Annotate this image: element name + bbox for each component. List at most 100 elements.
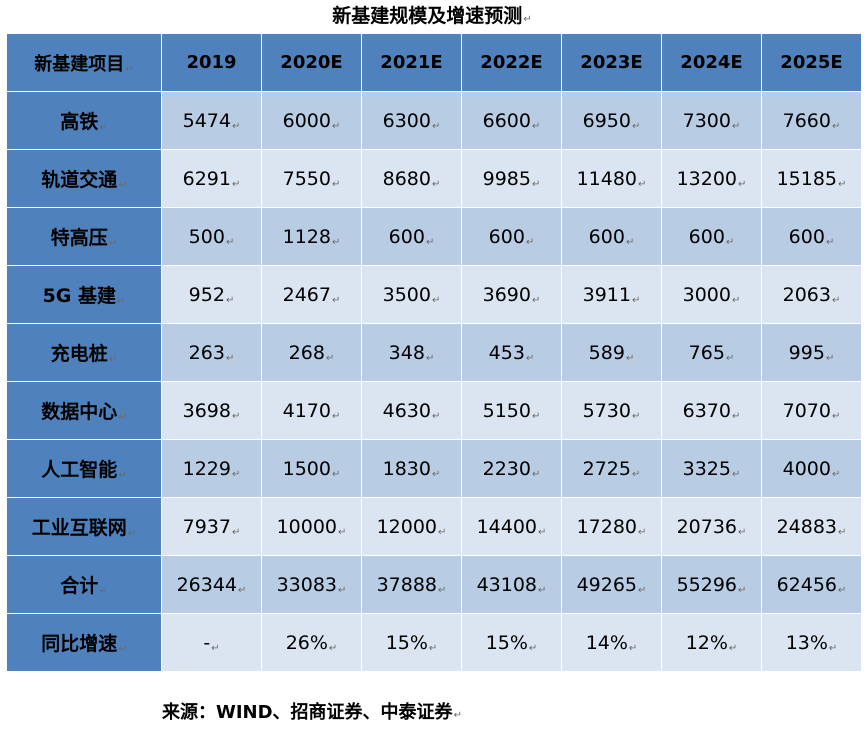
paragraph-mark-icon: ↵ — [831, 410, 841, 422]
value-text: 33083 — [276, 573, 338, 596]
value-cell: 10000↵ — [261, 497, 362, 556]
value-text: 8680 — [382, 167, 431, 190]
value-cell: 6300↵ — [361, 91, 462, 150]
paragraph-mark-icon: ↵ — [838, 178, 847, 190]
value-text: 1830 — [382, 457, 431, 480]
value-text: 765 — [688, 341, 725, 364]
header-cell-2022e: 2022E — [461, 33, 562, 92]
value-cell: 7937↵ — [161, 497, 262, 556]
value-text: 952 — [188, 283, 225, 306]
value-text: 1229 — [182, 457, 231, 480]
row-label-cell: 工业互联网↵ — [6, 497, 162, 556]
paragraph-mark-icon: ↵ — [731, 410, 741, 422]
paragraph-mark-icon: ↵ — [638, 526, 647, 538]
value-cell: 268↵ — [261, 323, 362, 382]
paragraph-mark-icon: ↵ — [338, 526, 347, 538]
value-cell: 600↵ — [661, 207, 762, 266]
paragraph-mark-icon: ↵ — [99, 122, 108, 133]
value-text: 12% — [685, 631, 728, 654]
value-cell: 4170↵ — [261, 381, 362, 440]
paragraph-mark-icon: ↵ — [431, 468, 441, 480]
paragraph-mark-icon: ↵ — [118, 470, 127, 481]
value-text: 7660 — [782, 109, 831, 132]
value-text: 15185 — [776, 167, 838, 190]
value-cell: 453↵ — [461, 323, 562, 382]
value-text: 600 — [488, 225, 525, 248]
value-cell: 15%↵ — [461, 613, 562, 672]
value-cell: 600↵ — [761, 207, 862, 266]
value-cell: 17280↵ — [561, 497, 662, 556]
value-text: 5474 — [182, 109, 231, 132]
row-label-cell: 同比增速↵ — [6, 613, 162, 672]
value-cell: 37888↵ — [361, 555, 462, 614]
paragraph-mark-icon: ↵ — [118, 644, 127, 655]
value-text: 5730 — [582, 399, 631, 422]
header-cell-2024e: 2024E — [661, 33, 762, 92]
value-cell: 14400↵ — [461, 497, 562, 556]
value-cell: 1500↵ — [261, 439, 362, 498]
paragraph-mark-icon: ↵ — [631, 294, 641, 306]
source-note: 来源：WIND、招商证券、中泰证券↵ — [162, 700, 462, 726]
paragraph-mark-icon: ↵ — [231, 178, 241, 190]
header-cell-text: 2024E — [680, 52, 743, 73]
table-row: 特高压↵ 500↵ 1128↵ 600↵ 600↵ 600↵ 600↵ 600↵ — [6, 207, 862, 266]
value-text: 995 — [788, 341, 825, 364]
table-row: 高铁↵ 5474↵ 6000↵ 6300↵ 6600↵ 6950↵ 7300↵ 7660↵ — [6, 91, 862, 150]
paragraph-mark-icon: ↵ — [538, 584, 547, 596]
value-text: 24883 — [776, 515, 838, 538]
value-cell: 15185↵ — [761, 149, 862, 208]
value-cell: 2467↵ — [261, 265, 362, 324]
value-text: 7937 — [182, 515, 231, 538]
value-text: 3690 — [482, 283, 531, 306]
value-cell: 13%↵ — [761, 613, 862, 672]
header-cell-2020e: 2020E — [261, 33, 362, 92]
paragraph-mark-icon: ↵ — [331, 468, 341, 480]
value-text: 43108 — [476, 573, 538, 596]
value-text: 14400 — [476, 515, 538, 538]
value-cell: 14%↵ — [561, 613, 662, 672]
row-label-text: 轨道交通 — [41, 169, 118, 191]
value-text: 13% — [785, 631, 828, 654]
value-cell: 4630↵ — [361, 381, 462, 440]
paragraph-mark-icon: ↵ — [99, 586, 108, 597]
value-text: 4000 — [782, 457, 831, 480]
value-text: 263 — [188, 341, 225, 364]
value-text: 20736 — [676, 515, 738, 538]
paragraph-mark-icon: ↵ — [338, 584, 347, 596]
value-text: 6950 — [582, 109, 631, 132]
paragraph-mark-icon: ↵ — [331, 178, 341, 190]
paragraph-mark-icon: ↵ — [631, 410, 641, 422]
paragraph-mark-icon: ↵ — [428, 642, 438, 654]
value-cell: 8680↵ — [361, 149, 462, 208]
paragraph-mark-icon: ↵ — [117, 296, 126, 307]
value-cell: 4000↵ — [761, 439, 862, 498]
value-text: 3911 — [582, 283, 631, 306]
value-cell: 2063↵ — [761, 265, 862, 324]
paragraph-mark-icon: ↵ — [231, 468, 241, 480]
value-text: 600 — [588, 225, 625, 248]
value-text: 6300 — [382, 109, 431, 132]
value-text: 26344 — [176, 573, 238, 596]
header-cell-project: 新基建项目↵ — [6, 33, 162, 92]
value-text: 6600 — [482, 109, 531, 132]
paragraph-mark-icon: ↵ — [831, 120, 841, 132]
table-row: 工业互联网↵ 7937↵ 10000↵ 12000↵ 14400↵ 17280↵ 20736… — [6, 497, 862, 556]
value-cell: 6600↵ — [461, 91, 562, 150]
table-row: 同比增速↵ -↵ 26%↵ 15%↵ 15%↵ 14%↵ 12%↵ 13%↵ — [6, 613, 862, 672]
paragraph-mark-icon: ↵ — [438, 584, 447, 596]
paragraph-mark-icon: ↵ — [431, 120, 441, 132]
row-label-text: 工业互联网 — [31, 517, 127, 539]
value-text: 13200 — [676, 167, 738, 190]
header-cell-2021e: 2021E — [361, 33, 462, 92]
paragraph-mark-icon: ↵ — [738, 584, 747, 596]
value-cell: 3325↵ — [661, 439, 762, 498]
value-text: 4170 — [282, 399, 331, 422]
value-text: 1500 — [282, 457, 331, 480]
row-label-cell: 高铁↵ — [6, 91, 162, 150]
paragraph-mark-icon: ↵ — [531, 410, 541, 422]
paragraph-mark-icon: ↵ — [825, 352, 835, 364]
header-cell-text: 2022E — [480, 52, 543, 73]
value-text: 37888 — [376, 573, 438, 596]
value-text: 2725 — [582, 457, 631, 480]
value-text: 6000 — [282, 109, 331, 132]
